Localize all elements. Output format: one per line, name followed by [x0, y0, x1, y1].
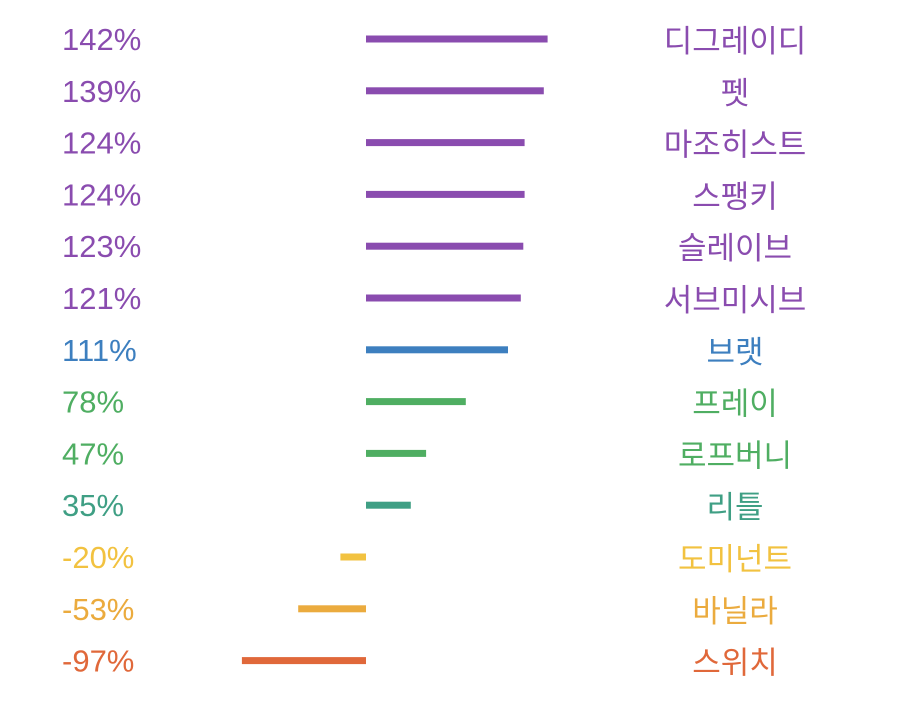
value-label: 111% [62, 333, 137, 368]
bar [340, 553, 366, 561]
value-label: -53% [62, 592, 134, 627]
bar [366, 294, 521, 302]
category-label: 도미넌트 [678, 542, 792, 578]
category-label: 스팽키 [692, 179, 778, 215]
value-label: -20% [62, 540, 134, 575]
category-label: 리틀 [706, 490, 763, 526]
category-label: 마조히스트 [664, 128, 807, 164]
category-label: 프레이 [692, 387, 778, 423]
category-label: 펫 [721, 76, 750, 112]
bar [366, 501, 411, 509]
value-label: 121% [62, 281, 141, 316]
category-label: 슬레이브 [678, 231, 792, 267]
value-label: 123% [62, 229, 141, 264]
category-label: 디그레이디 [664, 24, 807, 60]
bar [366, 190, 525, 198]
category-label: 스위치 [692, 646, 778, 682]
bar [366, 139, 525, 147]
category-label: 서브미시브 [664, 283, 807, 319]
category-label: 로프버니 [678, 438, 792, 474]
bar [366, 346, 508, 354]
value-label: 124% [62, 177, 141, 212]
bar [241, 657, 366, 665]
bar [366, 35, 548, 43]
value-label: 78% [62, 385, 124, 420]
value-label: 139% [62, 74, 141, 109]
bar [366, 242, 524, 250]
value-label: 142% [62, 22, 141, 57]
bar [366, 398, 466, 406]
category-label: 바닐라 [692, 594, 778, 630]
category-label: 브랫 [706, 335, 763, 371]
value-label: 35% [62, 488, 124, 523]
bar [366, 87, 544, 95]
bar [298, 605, 366, 613]
value-label: -97% [62, 644, 134, 679]
bar [366, 449, 427, 457]
value-label: 47% [62, 436, 124, 471]
value-label: 124% [62, 126, 141, 161]
